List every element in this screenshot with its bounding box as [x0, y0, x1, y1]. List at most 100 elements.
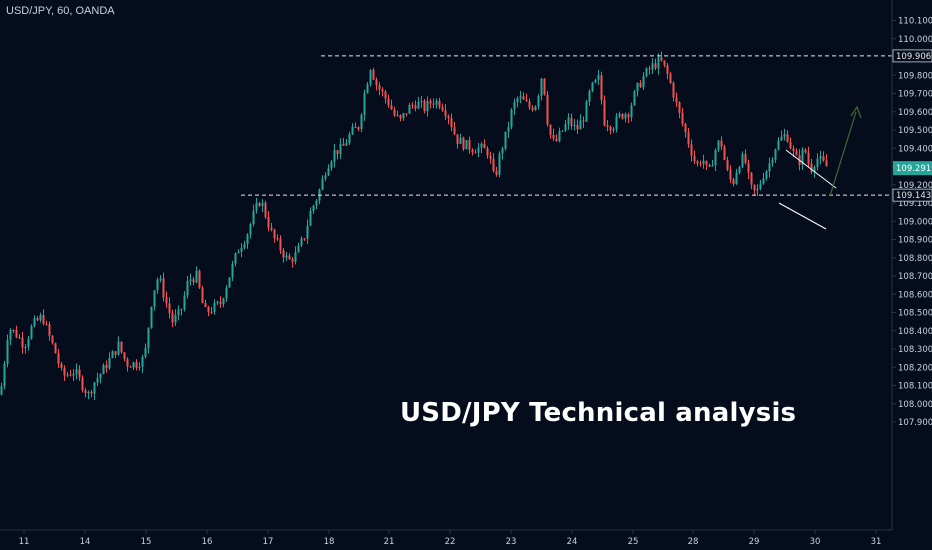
candle-body — [231, 263, 234, 278]
y-tick-label: 108.500 — [898, 309, 932, 319]
candle-body — [795, 151, 798, 156]
projection-arrow-head — [850, 105, 862, 119]
candle-body — [678, 102, 681, 113]
candle-body — [390, 105, 393, 110]
candle-body — [90, 392, 93, 394]
candle-body — [663, 60, 666, 66]
candle-body — [528, 101, 531, 108]
candle-body — [153, 290, 156, 307]
candle-body — [702, 160, 705, 165]
candle-body — [441, 106, 444, 111]
candle-body — [666, 65, 669, 74]
candle-body — [33, 318, 36, 326]
candle-body — [693, 155, 696, 162]
candle-body — [9, 329, 12, 341]
candle-body — [3, 363, 6, 387]
candle-body — [687, 132, 690, 145]
candle-body — [258, 202, 261, 207]
candle-body — [540, 78, 543, 96]
candle-body — [312, 205, 315, 211]
candle-body — [681, 112, 684, 124]
candle-body — [453, 127, 456, 135]
x-tick-label: 29 — [749, 537, 760, 547]
level-lines — [241, 55, 892, 196]
candle-body — [735, 172, 738, 185]
candle-body — [444, 110, 447, 117]
candle-body — [345, 143, 348, 146]
candle-body — [348, 134, 351, 144]
candle-body — [816, 158, 819, 167]
candle-body — [642, 76, 645, 88]
candle-body — [660, 57, 663, 61]
candle-body — [12, 329, 15, 331]
candle-body — [327, 168, 330, 176]
candle-body — [774, 149, 777, 160]
candle-body — [609, 126, 612, 131]
candle-body — [558, 130, 561, 141]
candle-body — [549, 124, 552, 135]
candle-body — [417, 101, 420, 109]
level-price-badge — [892, 49, 932, 63]
candle-body — [240, 247, 243, 252]
y-tick-label: 109.500 — [898, 126, 932, 136]
candle-body — [60, 363, 63, 369]
candle-body — [723, 146, 726, 160]
candle-body — [111, 351, 114, 358]
candle-body — [351, 126, 354, 135]
candle-body — [252, 210, 255, 225]
candle-body — [255, 202, 258, 211]
candle-body — [399, 115, 402, 119]
candle-body — [156, 279, 159, 291]
candle-body — [93, 382, 96, 394]
x-tick-label: 14 — [80, 537, 91, 547]
x-tick-label: 24 — [567, 537, 578, 547]
candle-body — [66, 374, 69, 376]
candle-body — [672, 83, 675, 98]
candle-body — [321, 178, 324, 190]
y-tick-label: 109.200 — [898, 181, 932, 191]
price-labels: 109.906 109.143 109.291 — [892, 49, 932, 202]
candle-body — [120, 341, 123, 353]
candle-body — [336, 150, 339, 155]
candle-body — [30, 325, 33, 339]
candle-body — [435, 100, 438, 105]
candle-body — [408, 104, 411, 114]
candle-body — [813, 166, 816, 172]
candle-body — [6, 340, 9, 364]
candle-body — [201, 287, 204, 304]
candle-body — [186, 281, 189, 296]
candle-body — [264, 202, 267, 218]
candle-body — [729, 169, 732, 180]
candle-body — [456, 134, 459, 144]
candle-body — [651, 63, 654, 70]
candle-body — [438, 100, 441, 107]
candle-body — [747, 162, 750, 173]
candle-body — [243, 244, 246, 248]
candle-body — [159, 278, 162, 280]
candle-body — [204, 303, 207, 308]
candle-body — [552, 134, 555, 139]
level-price-text: 109.143 — [896, 191, 931, 201]
y-tick-label: 109.100 — [898, 199, 932, 209]
candle-body — [510, 109, 513, 128]
candle-body — [48, 324, 51, 336]
candle-body — [102, 364, 105, 374]
candle-body — [378, 85, 381, 90]
candle-body — [384, 91, 387, 99]
candle-body — [198, 270, 201, 288]
candle-body — [825, 160, 828, 167]
candle-body — [135, 362, 138, 368]
candle-body — [708, 164, 711, 167]
candle-body — [477, 147, 480, 153]
x-tick-label: 18 — [324, 537, 335, 547]
candle-body — [483, 143, 486, 149]
channel-lower-line — [778, 202, 827, 230]
y-tick-label: 109.400 — [898, 144, 932, 154]
candle-body — [726, 159, 729, 170]
candle-body — [99, 373, 102, 379]
candle-body — [603, 100, 606, 126]
candle-body — [573, 124, 576, 126]
candle-body — [150, 306, 153, 328]
x-tick-label: 23 — [506, 537, 517, 547]
candle-body — [87, 392, 90, 394]
